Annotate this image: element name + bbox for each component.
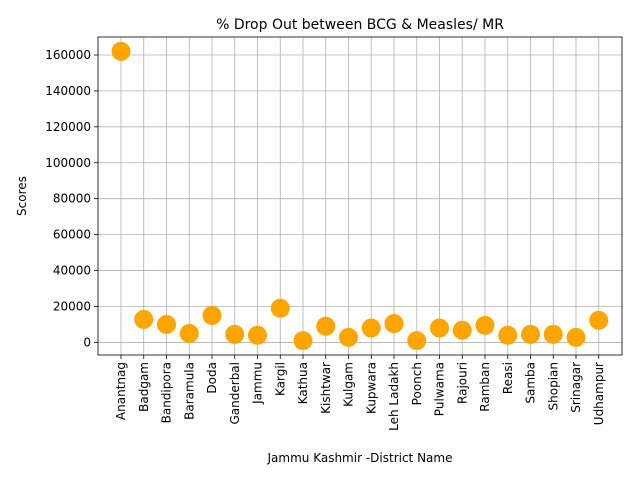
data-point bbox=[566, 327, 586, 347]
data-point bbox=[293, 331, 313, 351]
y-axis-label: Scores bbox=[15, 176, 29, 216]
data-point bbox=[361, 318, 381, 338]
x-tick-label: Kargil bbox=[273, 362, 287, 396]
x-tick-label: Kishtwar bbox=[319, 362, 333, 414]
x-tick-label: Leh Ladakh bbox=[387, 362, 401, 431]
x-tick-label: Jammu bbox=[251, 362, 265, 405]
data-point bbox=[339, 327, 358, 347]
data-point bbox=[430, 318, 449, 338]
data-point bbox=[134, 309, 154, 329]
x-tick-label: Udhampur bbox=[592, 362, 606, 425]
y-tick-label: 20000 bbox=[53, 299, 91, 313]
x-tick-label: Poonch bbox=[410, 362, 424, 405]
y-tick-label: 140000 bbox=[45, 84, 91, 98]
data-point bbox=[498, 325, 518, 345]
x-axis-label: Jammu Kashmir -District Name bbox=[267, 451, 453, 465]
data-point bbox=[475, 315, 495, 335]
x-tick-label: Anantnag bbox=[114, 362, 128, 420]
data-point bbox=[225, 324, 245, 344]
y-tick-label: 120000 bbox=[45, 120, 91, 134]
y-tick-label: 40000 bbox=[53, 264, 91, 278]
x-tick-label: Badgam bbox=[137, 362, 151, 412]
y-tick-label: 160000 bbox=[45, 48, 91, 62]
data-point bbox=[157, 314, 176, 334]
x-tick-label: Bandipora bbox=[160, 362, 174, 423]
data-point bbox=[589, 310, 609, 330]
data-point bbox=[248, 325, 267, 345]
grid-lines bbox=[98, 37, 622, 355]
data-point bbox=[202, 305, 222, 325]
x-tick-label: Doda bbox=[205, 362, 219, 394]
data-point bbox=[407, 331, 427, 351]
x-tick-label: Pulwama bbox=[433, 362, 447, 416]
data-point bbox=[179, 323, 199, 343]
x-tick-label: Shopian bbox=[546, 362, 560, 410]
x-tick-label: Ramban bbox=[478, 362, 492, 412]
data-point bbox=[543, 324, 563, 344]
data-point bbox=[452, 320, 472, 340]
data-point bbox=[316, 316, 336, 336]
x-tick-label: Rajouri bbox=[455, 362, 469, 404]
axes-frame bbox=[97, 36, 623, 356]
y-tick-label: 80000 bbox=[53, 192, 91, 206]
y-tick-label: 0 bbox=[83, 335, 91, 349]
y-axis-ticks: 0 20000 40000 60000 80000 100000 120000 140000 1… bbox=[45, 48, 98, 349]
x-tick-label: Srinagar bbox=[569, 362, 583, 413]
x-tick-label: Kathua bbox=[296, 362, 310, 404]
x-tick-label: Baramula bbox=[182, 362, 196, 420]
data-point bbox=[384, 314, 404, 334]
x-tick-label: Ganderbal bbox=[228, 362, 242, 425]
x-tick-label: Kupwara bbox=[364, 362, 378, 414]
x-tick-label: Reasi bbox=[501, 362, 515, 394]
data-point bbox=[521, 324, 540, 344]
x-tick-label: Samba bbox=[524, 362, 538, 404]
x-tick-label: Kulgam bbox=[342, 362, 356, 407]
data-points bbox=[111, 41, 609, 351]
x-axis-ticks: Anantnag Badgam Bandipora Baramula Doda Gande… bbox=[114, 355, 606, 431]
y-tick-label: 100000 bbox=[45, 156, 91, 170]
chart-title: % Drop Out between BCG & Measles/ MR bbox=[216, 17, 504, 33]
y-tick-label: 60000 bbox=[53, 228, 91, 242]
data-point bbox=[270, 298, 290, 318]
data-point bbox=[111, 41, 131, 61]
